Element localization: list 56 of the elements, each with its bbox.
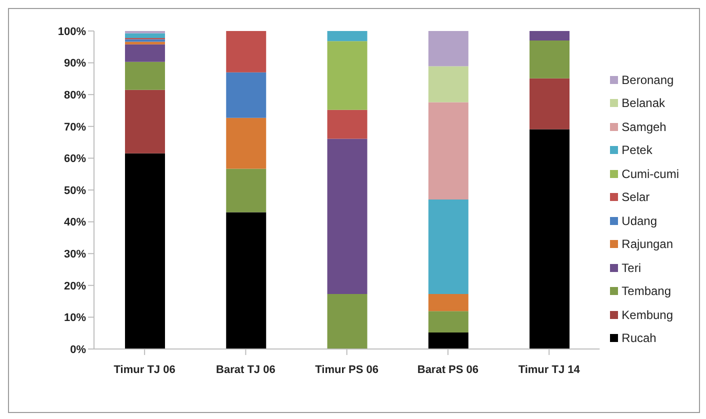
bar — [125, 42, 165, 44]
bar — [327, 31, 368, 42]
legend-label: Samgeh — [622, 120, 666, 134]
bar — [327, 294, 368, 349]
bar — [428, 102, 468, 200]
legend-label: Teri — [622, 260, 641, 275]
legend-label: Selar — [622, 190, 650, 204]
y-tick-label: 80% — [64, 90, 86, 102]
bar — [125, 62, 165, 90]
bar — [428, 311, 468, 332]
y-tick-label: 30% — [64, 248, 86, 261]
bar — [125, 90, 165, 154]
legend-label: Rajungan — [622, 237, 674, 252]
bar — [428, 31, 468, 66]
legend-label: Rucah — [622, 331, 656, 346]
bar — [530, 129, 570, 349]
x-tick-label: Timur TJ 14 — [518, 364, 581, 376]
bar — [125, 33, 165, 38]
legend-label: Tembang — [622, 284, 672, 298]
bar — [226, 118, 266, 169]
y-tick-label: 60% — [64, 153, 86, 166]
legend-label: Cumi-cumi — [622, 166, 679, 181]
y-tick-label: 40% — [64, 216, 86, 229]
x-tick-label: Timur PS 06 — [315, 364, 379, 376]
bar — [428, 200, 468, 294]
legend-label: Kembung — [622, 308, 674, 322]
bar — [226, 212, 266, 349]
bar — [428, 66, 468, 102]
bar — [530, 31, 570, 41]
y-tick-label: 10% — [64, 312, 86, 324]
x-tick-label: Barat TJ 06 — [216, 364, 276, 376]
bar — [226, 72, 266, 118]
y-tick-label: 90% — [64, 58, 86, 70]
y-tick-label: 70% — [64, 121, 86, 134]
bar — [327, 138, 368, 294]
y-tick-label: 50% — [64, 184, 86, 197]
y-tick-label: 20% — [64, 280, 86, 292]
bar — [530, 78, 570, 130]
bar — [125, 44, 165, 62]
bar — [530, 40, 570, 78]
bar — [125, 39, 165, 42]
x-tick-label: Timur TJ 06 — [114, 364, 176, 376]
bar — [327, 41, 368, 110]
y-tick-label: 100% — [58, 26, 86, 38]
bar — [226, 168, 266, 212]
legend-label: Petek — [622, 143, 652, 158]
y-tick-label: 0% — [70, 344, 86, 356]
legend-label: Belanak — [622, 96, 666, 110]
bar — [125, 153, 165, 349]
legend-label: Udang — [622, 214, 658, 228]
bar — [428, 294, 468, 312]
x-tick-label: Barat PS 06 — [417, 364, 479, 376]
bar — [327, 110, 368, 139]
bar — [226, 31, 266, 72]
legend-label: Beronang — [622, 72, 674, 87]
bar — [428, 332, 468, 349]
